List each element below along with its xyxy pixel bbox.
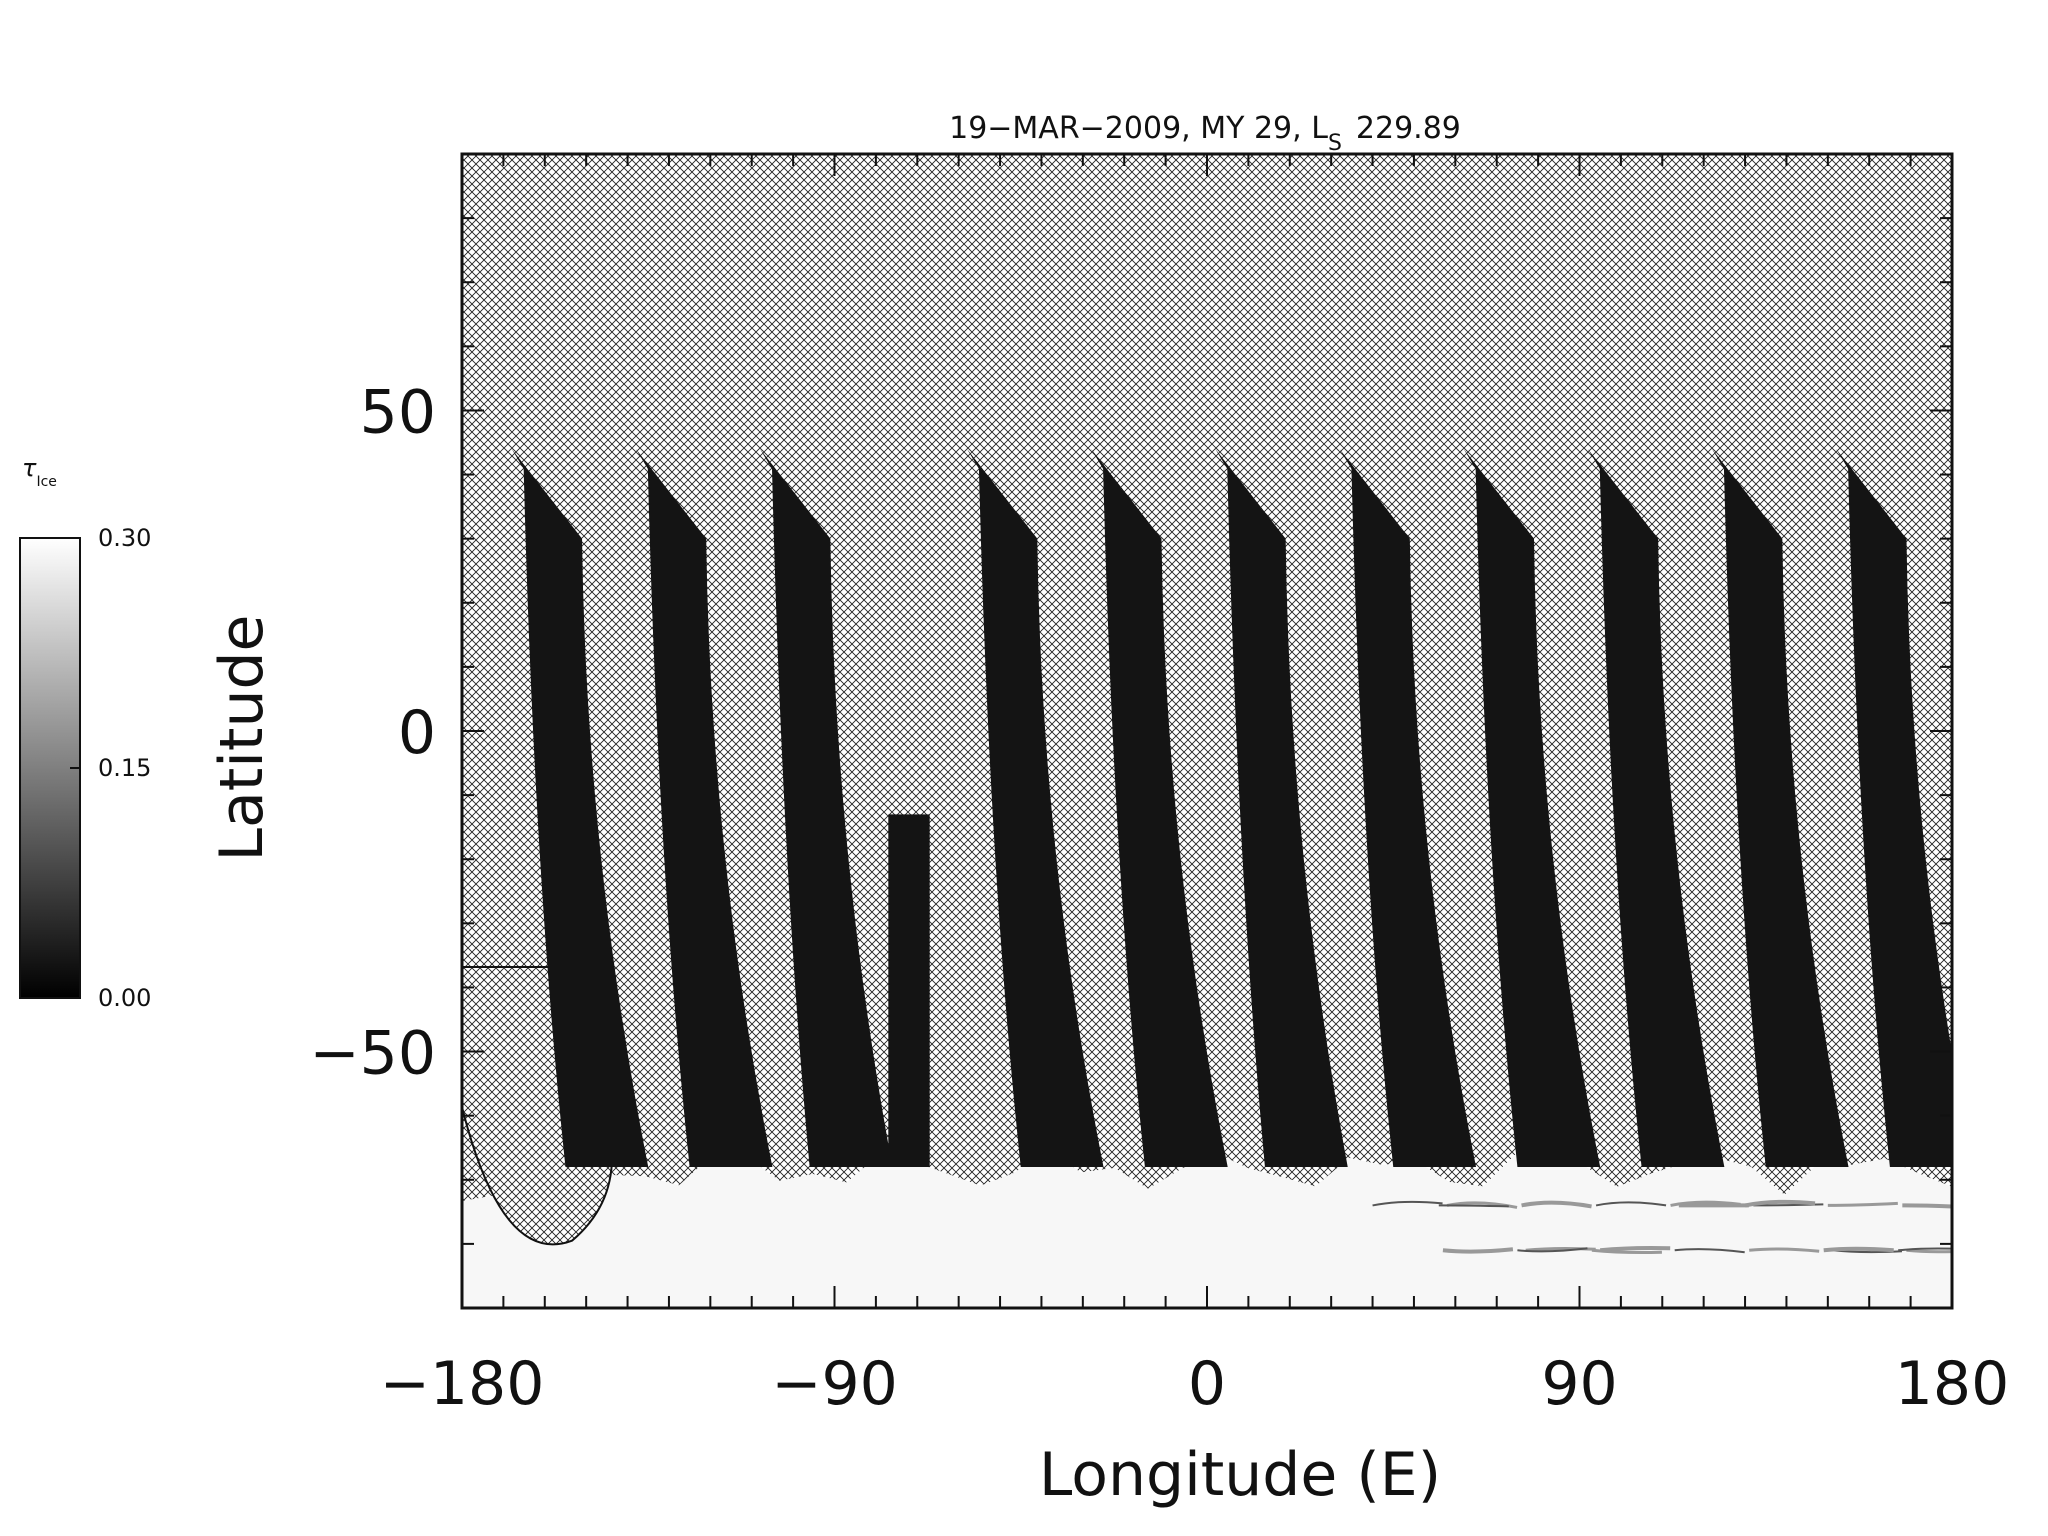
y-axis-label: Latitude	[207, 615, 277, 862]
ice-swath	[1091, 448, 1228, 1167]
ice-swath	[511, 448, 649, 1167]
ice-swath	[1836, 448, 1952, 1167]
swath-layer	[511, 448, 1952, 1167]
ice-swath	[966, 448, 1104, 1167]
cap-texture-streak	[1753, 1203, 1824, 1207]
ice-swath	[888, 814, 930, 1167]
ice-swath	[760, 448, 893, 1167]
y-tick-label: 0	[398, 698, 436, 768]
ice-swath	[1339, 448, 1477, 1167]
y-tick-labels: 50 0 −50	[309, 377, 436, 1088]
chart-title: 19−MAR−2009, MY 29, LS 229.89	[949, 111, 1461, 156]
title-value: 229.89	[1356, 111, 1461, 146]
colorbar-ticks: 0.00 0.15 0.30	[70, 524, 151, 1012]
cap-texture-streak	[1372, 1200, 1443, 1207]
cap-texture-streak	[1591, 1248, 1662, 1255]
y-tick-label: 50	[360, 377, 436, 447]
colorbar: τIce 0.00 0.15 0.30	[19, 454, 151, 1012]
colorbar-subscript: Ice	[36, 474, 56, 490]
cap-texture-streak	[1438, 1204, 1509, 1208]
plot-area	[462, 154, 1952, 1308]
cap-texture-streak	[1442, 1247, 1514, 1254]
x-tick-label: 90	[1541, 1349, 1617, 1419]
ice-swath	[1711, 448, 1849, 1167]
cap-texture-streak	[1898, 1247, 1952, 1252]
cap-texture-streak	[1674, 1248, 1745, 1254]
cap-texture-streak	[1823, 1246, 1894, 1253]
cap-texture-streak	[1595, 1201, 1667, 1207]
colorbar-tick-label: 0.00	[98, 984, 151, 1012]
colorbar-tick-label: 0.30	[98, 524, 151, 552]
cap-texture-streak	[1446, 1201, 1518, 1209]
y-tick-label: −50	[309, 1019, 436, 1089]
cap-texture-streak	[1744, 1199, 1816, 1208]
cap-texture-streak	[1599, 1246, 1671, 1253]
ice-swath	[635, 448, 773, 1167]
x-axis-label: Longitude (E)	[1039, 1440, 1441, 1510]
cap-texture-streak	[1906, 1248, 1952, 1254]
cap-texture-streak	[1902, 1203, 1952, 1209]
title-subscript: S	[1328, 131, 1342, 156]
ice-swath	[1215, 448, 1348, 1167]
colorbar-tick-label: 0.15	[98, 754, 151, 782]
cap-texture-streak	[1670, 1200, 1741, 1207]
x-tick-label: 0	[1188, 1349, 1226, 1419]
cap-texture-streak	[1517, 1247, 1588, 1253]
ice-swath	[1463, 448, 1601, 1167]
cap-texture-streak	[1521, 1200, 1592, 1209]
cap-texture-streak	[1749, 1247, 1820, 1253]
cap-texture-streak	[1827, 1201, 1898, 1207]
cap-region	[462, 1150, 1952, 1308]
cap-texture-streak	[1525, 1247, 1596, 1252]
axis-ticks	[461, 153, 1953, 1309]
x-tick-label: −90	[771, 1349, 898, 1419]
colorbar-title: τIce	[22, 454, 57, 490]
x-tick-label: −180	[380, 1349, 545, 1419]
x-tick-labels: −180 −90 0 90 180	[380, 1349, 2010, 1419]
ice-swath	[1587, 448, 1725, 1167]
x-tick-label: 180	[1895, 1349, 2010, 1419]
